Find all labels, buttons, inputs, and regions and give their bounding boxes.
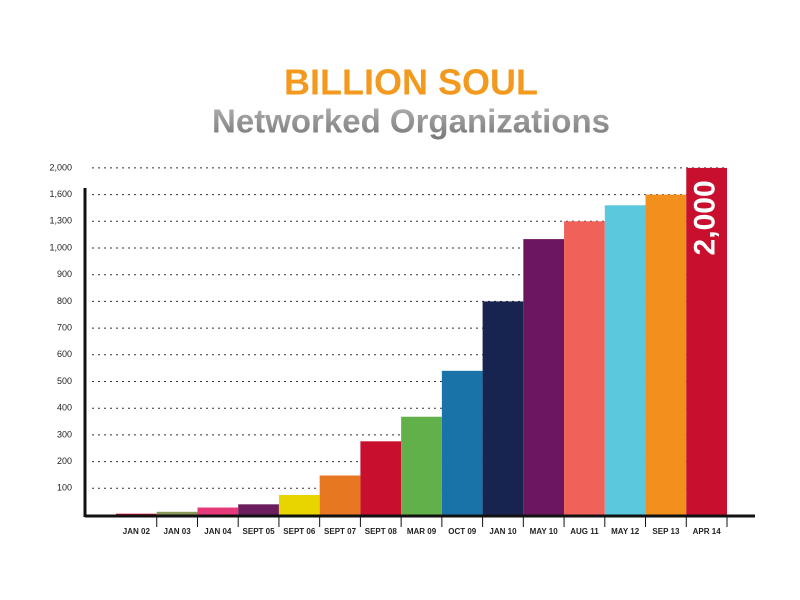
x-tick-label: JAN 02 xyxy=(123,527,151,536)
y-tick-label: 1,300 xyxy=(49,216,72,226)
x-tick-label: MAY 12 xyxy=(611,527,640,536)
x-tick-label: SEPT 07 xyxy=(324,527,357,536)
bar xyxy=(523,239,565,515)
x-tick-label: SEP 13 xyxy=(652,527,680,536)
y-tick-label: 2,000 xyxy=(49,162,72,172)
data-label: 2,000 xyxy=(689,180,722,255)
y-tick-label: 300 xyxy=(57,429,72,439)
chart-title: BILLION SOUL xyxy=(284,62,538,103)
x-tick-label: JAN 03 xyxy=(164,527,192,536)
x-tick-label: SEPT 05 xyxy=(243,527,276,536)
bar xyxy=(197,507,239,515)
y-tick-label: 600 xyxy=(57,349,72,359)
y-tick-label: 400 xyxy=(57,403,72,413)
bar xyxy=(482,301,524,515)
y-tick-label: 100 xyxy=(57,483,72,493)
bar xyxy=(401,416,442,515)
x-tick-label: OCT 09 xyxy=(448,527,477,536)
chart-subtitle: Networked Organizations xyxy=(212,103,610,140)
x-tick-label: JAN 04 xyxy=(204,527,232,536)
x-tick-label: AUG 11 xyxy=(570,527,599,536)
x-tick-label: MAR 09 xyxy=(407,527,437,536)
bar xyxy=(238,504,279,515)
bar xyxy=(564,221,605,516)
bar xyxy=(441,370,483,515)
x-tick-label: APR 14 xyxy=(693,527,722,536)
x-tick-label: MAY 10 xyxy=(530,527,559,536)
bar xyxy=(278,494,320,515)
bar xyxy=(319,475,361,515)
x-tick-label: JAN 10 xyxy=(489,527,517,536)
y-tick-label: 900 xyxy=(57,269,72,279)
bar xyxy=(686,167,727,515)
x-tick-label: SEPT 08 xyxy=(365,527,398,536)
y-tick-label: 1,000 xyxy=(49,242,72,252)
y-tick-label: 700 xyxy=(57,322,72,332)
bar xyxy=(604,205,646,515)
y-tick-label: 500 xyxy=(57,376,72,386)
y-tick-label: 800 xyxy=(57,296,72,306)
bar xyxy=(116,513,157,515)
y-tick-label: 200 xyxy=(57,456,72,466)
bar xyxy=(156,511,198,515)
bar xyxy=(645,194,687,515)
x-tick-label: SEPT 06 xyxy=(283,527,316,536)
y-tick-label: 1,600 xyxy=(49,189,72,199)
bar xyxy=(360,441,402,515)
